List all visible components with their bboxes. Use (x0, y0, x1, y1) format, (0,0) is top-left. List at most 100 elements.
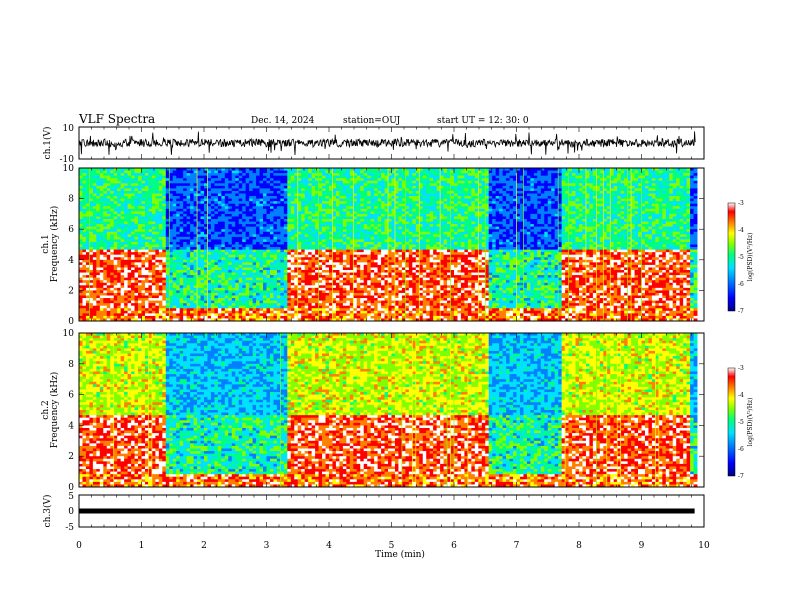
spectrogram-cell (79, 180, 83, 184)
spectrogram-cell (207, 310, 212, 314)
spectrogram-cell (301, 180, 306, 184)
spectrogram-cell (339, 303, 344, 307)
spectrogram-cell (339, 295, 344, 299)
spectrogram-cell (197, 308, 201, 312)
spectrogram-cell (342, 178, 347, 182)
spectrogram-cell (266, 254, 271, 258)
spectrogram-cell (287, 272, 292, 276)
spectrogram-cell (332, 267, 337, 271)
spectrogram-cell (79, 247, 83, 250)
spectrogram-cell (349, 216, 354, 220)
spectrogram-cell (110, 211, 115, 215)
spectrogram-cell (110, 226, 115, 230)
spectrogram-cell (110, 318, 115, 321)
spectrogram-cell (349, 298, 354, 301)
spectrogram-cell (190, 298, 194, 301)
spectrogram-cell (134, 180, 139, 184)
spectrogram-cell (221, 190, 226, 194)
spectrogram-cell (308, 290, 313, 294)
spectrogram-cell (231, 170, 236, 174)
spectrogram-cell (103, 219, 108, 222)
spectrogram-cell (186, 193, 191, 197)
spectrogram-cell (193, 315, 198, 319)
spectrogram-cell (155, 231, 160, 235)
spectrogram-cell (113, 206, 118, 210)
spectrogram-cell (190, 173, 194, 177)
spectrogram-cell (96, 257, 101, 261)
spectrogram-cell (141, 193, 146, 197)
spectrogram-cell (322, 219, 326, 222)
spectrogram-cell (106, 183, 111, 187)
spectrogram-cell (235, 180, 240, 184)
spectrogram-cell (141, 213, 146, 217)
spectrogram-cell (269, 190, 274, 194)
spectrogram-cell (85, 196, 90, 199)
spectrogram-cell (106, 267, 111, 271)
spectrogram-cell (318, 254, 323, 258)
spectrogram-cell (242, 303, 247, 307)
spectrogram-cell (263, 234, 267, 238)
spectrogram-cell (127, 193, 132, 197)
spectrogram-cell (176, 173, 181, 177)
spectrogram-cell (207, 193, 212, 197)
spectrogram-cell (151, 252, 156, 256)
spectrogram-cell (151, 280, 156, 284)
spectrogram-cell (329, 224, 333, 228)
spectrogram-cell (256, 254, 260, 258)
spectrogram-cell (79, 175, 83, 179)
spectrogram-cell (221, 229, 226, 233)
spectrogram-cell (138, 262, 142, 266)
spectrogram-cell (335, 183, 340, 187)
spectrogram-cell (231, 216, 236, 220)
spectrogram-cell (110, 259, 115, 263)
spectrogram-cell (200, 229, 205, 233)
spectrogram-cell (110, 170, 115, 174)
spectrogram-cell (342, 287, 347, 291)
spectrogram-cell (204, 313, 208, 317)
spectrogram-cell (356, 211, 361, 215)
spectrogram-cell (155, 208, 160, 212)
spectrogram-cell (342, 239, 347, 243)
spectrogram-cell (249, 244, 254, 248)
spectrogram-cell (335, 231, 340, 235)
spectrogram-cell (318, 221, 323, 225)
spectrogram-cell (252, 190, 257, 194)
spectrogram-cell (304, 203, 309, 207)
spectrogram-cell (96, 231, 101, 235)
spectrogram-cell (82, 241, 87, 245)
spectrogram-cell (342, 173, 347, 177)
spectrogram-cell (322, 262, 326, 266)
spectrogram-cell (214, 239, 219, 243)
spectrogram-cell (172, 193, 177, 197)
spectrogram-cell (297, 275, 302, 279)
spectrogram-cell (318, 313, 323, 317)
spectrogram-cell (204, 280, 208, 284)
spectrogram-cell (148, 211, 153, 215)
spectrogram-cell (148, 206, 153, 210)
spectrogram-cell (113, 201, 118, 205)
spectrogram-cell (89, 315, 94, 319)
spectrogram-cell (117, 213, 122, 217)
spectrogram-cell (183, 315, 188, 319)
spectrogram-cell (214, 183, 219, 187)
spectrogram-cell (315, 252, 319, 256)
spectrogram-cell (242, 259, 247, 263)
spectrogram-cell (165, 305, 170, 309)
spectrogram-cell (325, 196, 330, 199)
spectrogram-cell (238, 247, 243, 250)
spectrogram-cell (197, 282, 201, 286)
spectrogram-cell (231, 221, 236, 225)
spectrogram-cell (346, 259, 351, 263)
spectrogram-cell (155, 201, 160, 205)
spectrogram-cell (311, 188, 316, 192)
spectrogram-cell (315, 234, 319, 238)
spectrogram-cell (301, 275, 306, 279)
spectrogram-cell (308, 201, 313, 205)
spectrogram-cell (242, 300, 247, 304)
spectrogram-cell (308, 226, 313, 230)
spectrogram-cell (169, 310, 174, 314)
spectrogram-cell (315, 310, 319, 314)
spectrogram-cell (308, 198, 313, 202)
spectrogram-cell (287, 203, 292, 207)
spectrogram-cell (360, 254, 365, 258)
